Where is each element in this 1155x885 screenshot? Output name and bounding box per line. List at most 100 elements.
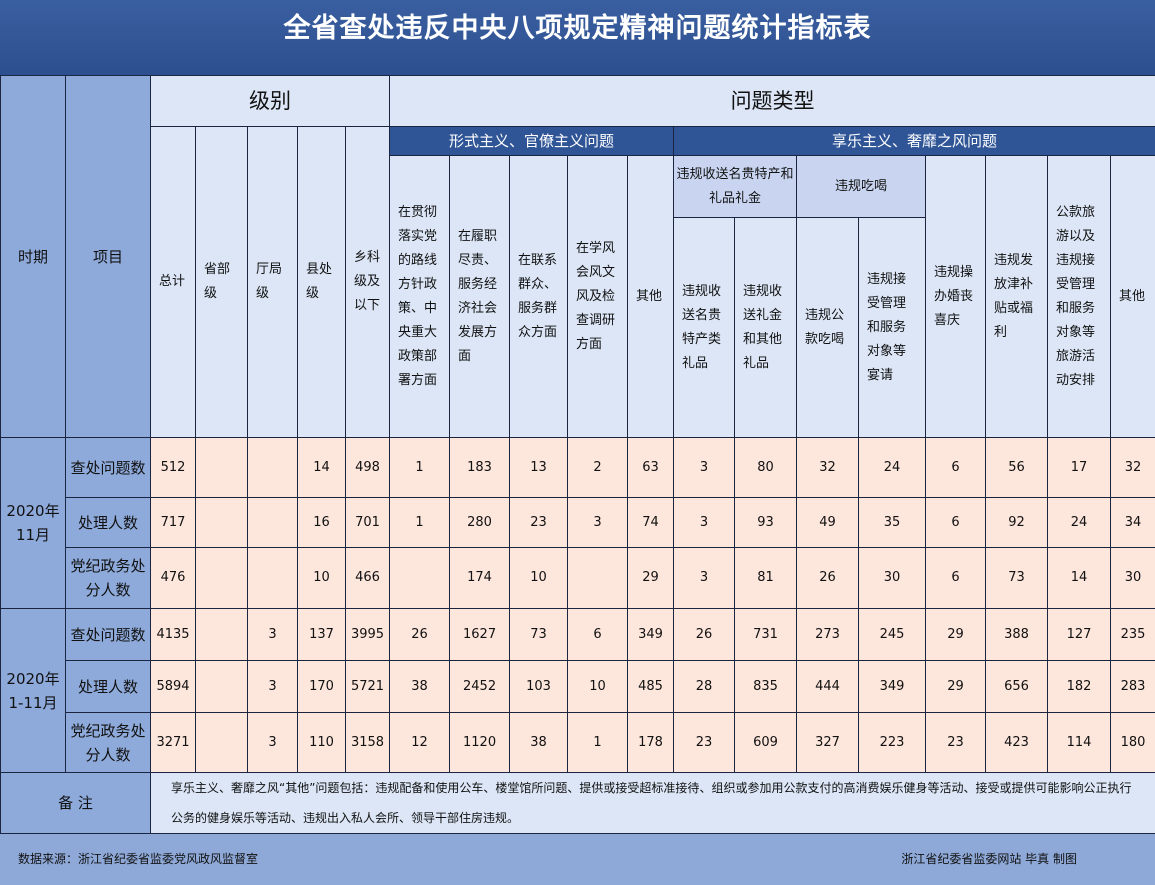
header-level: 级别 bbox=[149, 75, 391, 127]
data-cell: 223 bbox=[858, 712, 927, 773]
data-cell: 3 bbox=[673, 497, 736, 548]
data-cell: 3 bbox=[247, 660, 298, 713]
header-level-col: 省部级 bbox=[195, 126, 248, 438]
data-cell: 3271 bbox=[150, 712, 196, 773]
data-cell: 5894 bbox=[150, 660, 196, 713]
credit: 浙江省纪委省监委网站 毕真 制图 bbox=[901, 852, 1077, 866]
header-period: 时期 bbox=[0, 75, 66, 438]
page-title: 全省查处违反中央八项规定精神问题统计指标表 bbox=[0, 0, 1155, 75]
row-item-label: 查处问题数 bbox=[65, 437, 151, 498]
data-cell: 349 bbox=[627, 608, 675, 661]
data-cell: 26 bbox=[673, 608, 736, 661]
data-source: 数据来源：浙江省纪委省监委党风政风监督室 bbox=[18, 852, 259, 866]
data-cell: 3 bbox=[567, 497, 629, 548]
data-cell: 110 bbox=[297, 712, 346, 773]
data-cell: 1 bbox=[389, 437, 451, 498]
data-cell: 103 bbox=[509, 660, 569, 713]
table-row: 处理人数 717 16 701 1 280 23 3 74 3 93 49 35 6 92 24 34 bbox=[1, 497, 1155, 548]
data-cell: 34 bbox=[1110, 497, 1155, 548]
data-cell: 6 bbox=[567, 608, 629, 661]
data-cell: 26 bbox=[796, 547, 860, 609]
data-cell: 444 bbox=[796, 660, 860, 713]
data-cell: 56 bbox=[985, 437, 1049, 498]
data-cell bbox=[389, 547, 451, 609]
data-cell: 6 bbox=[925, 547, 987, 609]
data-cell: 28 bbox=[673, 660, 736, 713]
data-cell bbox=[195, 437, 248, 498]
header-formalism-col: 在贯彻落实党的路线方针政策、中央重大政策部署方面 bbox=[389, 155, 451, 438]
data-cell: 717 bbox=[150, 497, 196, 548]
data-cell: 81 bbox=[734, 547, 798, 609]
data-cell: 137 bbox=[297, 608, 346, 661]
data-cell: 3158 bbox=[344, 712, 391, 773]
data-cell: 30 bbox=[1110, 547, 1155, 609]
table-row: 处理人数 5894 3 170 5721 38 2452 103 10 485 28 835 444 34… bbox=[1, 660, 1155, 713]
table-row: 2020年1-11月 查处问题数 4135 3 137 3995 26 1627 73 6 349 2… bbox=[0, 608, 1155, 773]
data-cell: 170 bbox=[297, 660, 346, 713]
data-cell: 1627 bbox=[449, 608, 511, 661]
row-item-label: 处理人数 bbox=[65, 497, 151, 548]
data-cell: 5721 bbox=[344, 660, 391, 713]
data-cell: 656 bbox=[985, 660, 1049, 713]
data-cell: 32 bbox=[796, 437, 860, 498]
data-cell: 835 bbox=[734, 660, 798, 713]
table-row: 2020年11月 查处问题数 512 14 498 1 183 13 2 63 3 80 32 24 6 56… bbox=[0, 437, 1155, 609]
data-cell: 245 bbox=[858, 608, 927, 661]
header-hedonism-col: 其他 bbox=[1110, 155, 1155, 438]
data-cell: 2 bbox=[567, 437, 629, 498]
header-level-col: 乡科级及以下 bbox=[344, 126, 391, 438]
data-cell: 512 bbox=[150, 437, 196, 498]
header-formalism-col: 其他 bbox=[627, 155, 675, 438]
data-cell: 3 bbox=[673, 437, 736, 498]
data-cell bbox=[195, 547, 248, 609]
data-cell: 6 bbox=[925, 437, 987, 498]
data-cell: 283 bbox=[1110, 660, 1155, 713]
data-cell: 23 bbox=[925, 712, 987, 773]
statistics-table: 时期 项目 级别 问题类型 总计 省部级 厅局级 县处级 乡科级及以下 形式主义、官僚主义… bbox=[0, 75, 1155, 834]
header-item: 项目 bbox=[65, 75, 151, 438]
data-cell: 388 bbox=[985, 608, 1049, 661]
data-cell: 3 bbox=[247, 712, 298, 773]
period-label: 2020年1-11月 bbox=[0, 608, 66, 773]
footer: 数据来源：浙江省纪委省监委党风政风监督室 浙江省纪委省监委网站 毕真 制图 bbox=[0, 834, 1155, 867]
data-cell: 14 bbox=[297, 437, 346, 498]
data-cell: 92 bbox=[985, 497, 1049, 548]
data-cell bbox=[247, 547, 298, 609]
data-cell: 26 bbox=[389, 608, 451, 661]
data-cell: 93 bbox=[734, 497, 798, 548]
data-cell: 280 bbox=[449, 497, 511, 548]
data-cell bbox=[195, 660, 248, 713]
header-level-col: 总计 bbox=[150, 126, 196, 438]
data-cell: 127 bbox=[1047, 608, 1112, 661]
header-formalism: 形式主义、官僚主义问题 bbox=[389, 126, 675, 156]
header-hedonism: 享乐主义、奢靡之风问题 bbox=[673, 126, 1155, 156]
table-row: 党纪政务处分人数 476 10 466 174 10 29 3 81 26 30 6 73 14 30 bbox=[1, 547, 1155, 609]
data-cell: 38 bbox=[509, 712, 569, 773]
data-cell bbox=[195, 712, 248, 773]
data-cell: 80 bbox=[734, 437, 798, 498]
period-label: 2020年11月 bbox=[0, 437, 66, 609]
header-gifts-group: 违规收送名贵特产和礼品礼金 bbox=[673, 155, 798, 218]
data-cell bbox=[247, 497, 298, 548]
data-cell: 30 bbox=[858, 547, 927, 609]
remark-label: 备 注 bbox=[0, 772, 151, 834]
data-cell: 63 bbox=[627, 437, 675, 498]
data-cell: 701 bbox=[344, 497, 391, 548]
data-cell: 35 bbox=[858, 497, 927, 548]
data-cell: 3 bbox=[247, 608, 298, 661]
row-item-label: 党纪政务处分人数 bbox=[65, 547, 151, 609]
header-formalism-col: 在学风会风文风及检查调研方面 bbox=[567, 155, 629, 438]
data-cell: 23 bbox=[673, 712, 736, 773]
data-cell: 4135 bbox=[150, 608, 196, 661]
data-cell: 609 bbox=[734, 712, 798, 773]
data-cell: 3 bbox=[673, 547, 736, 609]
data-cell: 180 bbox=[1110, 712, 1155, 773]
data-cell: 32 bbox=[1110, 437, 1155, 498]
data-cell: 29 bbox=[627, 547, 675, 609]
data-cell: 29 bbox=[925, 608, 987, 661]
header-hedonism-col: 违规收送名贵特产类礼品 bbox=[673, 217, 736, 438]
header-hedonism-col: 违规发放津补贴或福利 bbox=[985, 155, 1049, 438]
data-cell: 327 bbox=[796, 712, 860, 773]
header-hedonism-col: 违规收送礼金和其他礼品 bbox=[734, 217, 798, 438]
data-cell: 476 bbox=[150, 547, 196, 609]
